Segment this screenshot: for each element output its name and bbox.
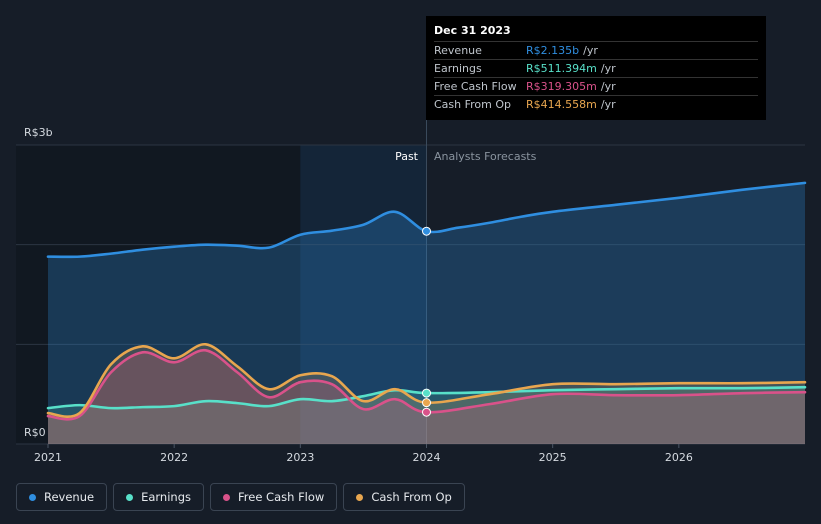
x-tick-label: 2022 bbox=[160, 451, 188, 464]
legend: Revenue Earnings Free Cash Flow Cash Fro… bbox=[16, 483, 465, 511]
revenue-line bbox=[46, 181, 807, 259]
revenue-marker bbox=[422, 226, 431, 236]
tooltip-row-cash-from-op: Cash From Op R$414.558m /yr bbox=[434, 95, 758, 113]
tooltip-unit: /yr bbox=[583, 44, 598, 57]
legend-label: Revenue bbox=[44, 490, 95, 504]
x-tick-label: 2023 bbox=[286, 451, 314, 464]
tooltip-unit: /yr bbox=[600, 80, 616, 93]
x-tick-label: 2021 bbox=[34, 451, 62, 464]
y-axis-bottom-label: R$0 bbox=[24, 426, 46, 439]
tooltip-value: R$2.135b bbox=[526, 44, 580, 57]
past-label: Past bbox=[395, 150, 419, 163]
legend-item-revenue[interactable]: Revenue bbox=[16, 483, 108, 511]
x-tick-label: 2024 bbox=[413, 451, 441, 464]
forecast-label: Analysts Forecasts bbox=[434, 150, 537, 163]
tooltip-label: Revenue bbox=[434, 44, 482, 57]
x-tick-label: 2025 bbox=[539, 451, 567, 464]
legend-dot-icon bbox=[29, 493, 36, 501]
tooltip-row-earnings: Earnings R$511.394m /yr bbox=[434, 59, 758, 77]
cash-from-op-marker bbox=[422, 398, 431, 408]
cash-from-op-line bbox=[46, 343, 807, 418]
tooltip-row-free-cash-flow: Free Cash Flow R$319.305m /yr bbox=[434, 77, 758, 95]
tooltip-label: Earnings bbox=[434, 62, 482, 75]
legend-dot-icon bbox=[356, 493, 364, 501]
tooltip-value: R$414.558m bbox=[526, 98, 597, 111]
tooltip-date: Dec 31 2023 bbox=[434, 24, 511, 37]
legend-dot-icon bbox=[223, 493, 230, 501]
tooltip-label: Cash From Op bbox=[434, 98, 512, 111]
cash-from-op-area bbox=[48, 344, 805, 444]
legend-label: Earnings bbox=[141, 490, 191, 504]
x-tick-label: 2026 bbox=[665, 451, 693, 464]
earnings-line bbox=[46, 385, 807, 410]
legend-item-cash-from-op[interactable]: Cash From Op bbox=[343, 483, 465, 511]
tooltip-row-revenue: Revenue R$2.135b /yr bbox=[434, 41, 758, 59]
tooltip: Dec 31 2023 Revenue R$2.135b /yr Earning… bbox=[426, 16, 766, 120]
tooltip-value: R$511.394m bbox=[526, 62, 597, 75]
free-cash-flow-marker bbox=[422, 407, 431, 417]
tooltip-unit: /yr bbox=[600, 62, 616, 75]
earnings-marker bbox=[422, 388, 431, 398]
legend-label: Cash From Op bbox=[371, 490, 452, 504]
free-cash-flow-line bbox=[46, 349, 807, 421]
y-axis-top-label: R$3b bbox=[24, 126, 53, 139]
legend-label: Free Cash Flow bbox=[238, 490, 325, 504]
tooltip-label: Free Cash Flow bbox=[434, 80, 517, 93]
tooltip-value: R$319.305m bbox=[526, 80, 597, 93]
revenue-area bbox=[48, 182, 805, 444]
legend-item-free-cash-flow[interactable]: Free Cash Flow bbox=[210, 483, 338, 511]
tooltip-unit: /yr bbox=[600, 98, 616, 111]
legend-dot-icon bbox=[126, 493, 134, 501]
legend-item-earnings[interactable]: Earnings bbox=[113, 483, 204, 511]
